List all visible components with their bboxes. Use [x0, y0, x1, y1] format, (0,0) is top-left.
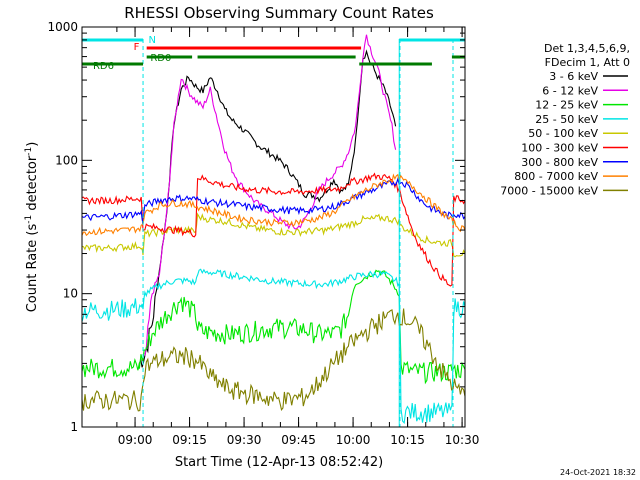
x-tick-label: 10:00 — [336, 433, 371, 447]
series-line-4 — [81, 212, 466, 258]
series-line-6 — [81, 177, 466, 224]
legend: Det 1,3,4,5,6,9, FDecim 1, Att 0 3 - 6 k… — [500, 42, 630, 197]
status-label-rd6: RD6 — [93, 61, 114, 72]
y-axis-label-mid: detector — [25, 155, 40, 215]
x-tick-label: 10:15 — [390, 433, 425, 447]
plot-frame — [81, 26, 466, 428]
chart-title: RHESSI Observing Summary Count Rates — [124, 4, 434, 22]
y-tick-label: 10 — [63, 287, 78, 301]
series-line-5 — [81, 172, 466, 287]
x-axis-label: Start Time (12-Apr-13 08:52:42) — [175, 455, 383, 470]
status-label-n: N — [148, 35, 155, 46]
x-tick-label: 09:00 — [118, 433, 153, 447]
y-axis-label-end: ) — [25, 142, 40, 147]
x-tick-label: 09:45 — [281, 433, 316, 447]
status-label-f: F — [134, 42, 140, 53]
y-axis-label-sup1: -1 — [24, 215, 34, 224]
series-line-7 — [81, 173, 466, 237]
axes-layer: 1 10 100 1000 09:00 09:15 09:30 09:45 10:00 10:15… — [47, 20, 479, 447]
series-line-0 — [138, 49, 397, 368]
x-tick-label: 10:30 — [445, 433, 480, 447]
legend-header-line-2: FDecim 1, Att 0 — [545, 56, 630, 69]
y-tick-label: 1000 — [47, 20, 78, 34]
series-line-8 — [81, 308, 466, 412]
legend-entry-label: 3 - 6 keV — [549, 70, 598, 83]
legend-entry-label: 50 - 100 keV — [528, 127, 598, 140]
y-tick-label: 1 — [70, 420, 78, 434]
legend-entry-label: 7000 - 15000 keV — [500, 184, 598, 197]
y-axis-label-main: Count Rate (s — [25, 224, 40, 313]
y-tick-label: 100 — [55, 153, 78, 167]
status-bars-layer: NF RD0 RD6 — [82, 35, 465, 427]
x-tick-label: 09:15 — [172, 433, 207, 447]
plot-data-layer — [81, 34, 466, 425]
legend-entry-label: 100 - 300 keV — [521, 142, 598, 155]
series-line-3 — [81, 268, 466, 425]
legend-entry-label: 6 - 12 keV — [542, 84, 598, 97]
legend-entry-label: 800 - 7000 keV — [514, 170, 598, 183]
legend-entry-label: 12 - 25 keV — [535, 99, 598, 112]
y-axis-label-sup2: -1 — [24, 147, 34, 156]
legend-entry-label: 25 - 50 keV — [535, 113, 598, 126]
series-line-1 — [144, 34, 397, 356]
legend-entry-label: 300 - 800 keV — [521, 156, 598, 169]
legend-header-line-1: Det 1,3,4,5,6,9, — [544, 42, 630, 55]
series-line-2 — [81, 269, 466, 385]
x-tick-label: 09:30 — [227, 433, 262, 447]
status-label-rd0: RD0 — [150, 53, 171, 64]
footer-date: 24-Oct-2021 18:32 — [560, 468, 636, 477]
y-axis-label: Count Rate (s-1 detector-1) — [24, 142, 40, 313]
